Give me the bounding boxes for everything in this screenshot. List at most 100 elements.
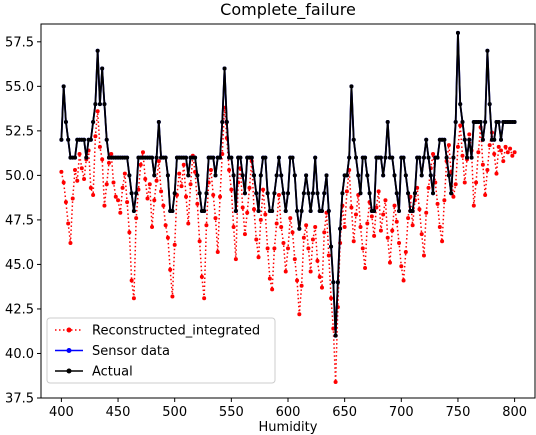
data-point-actual	[406, 191, 411, 196]
data-point-actual	[469, 155, 474, 160]
data-point-reconstructed-integrated	[349, 205, 354, 210]
data-point-actual	[442, 137, 447, 142]
data-point-reconstructed-integrated	[109, 152, 114, 157]
data-point-reconstructed-integrated	[496, 144, 501, 149]
data-point-reconstructed-integrated	[247, 185, 252, 190]
data-point-actual	[367, 191, 372, 196]
data-point-reconstructed-integrated	[331, 326, 336, 331]
data-point-actual	[95, 48, 100, 53]
data-point-reconstructed-integrated	[59, 169, 64, 174]
data-point-reconstructed-integrated	[317, 274, 322, 279]
data-point-reconstructed-integrated	[499, 148, 504, 153]
x-tick-label: 550	[219, 405, 244, 420]
chart-title: Complete_failure	[220, 0, 356, 20]
legend-marker-sensor-data	[66, 348, 72, 353]
data-point-actual	[410, 209, 415, 213]
data-point-actual	[165, 173, 170, 178]
data-point-reconstructed-integrated	[308, 269, 313, 274]
data-point-actual	[256, 209, 261, 213]
data-point-reconstructed-integrated	[116, 198, 121, 203]
data-point-actual	[378, 155, 383, 160]
data-point-reconstructed-integrated	[93, 134, 98, 139]
data-point-reconstructed-integrated	[292, 257, 297, 262]
data-point-actual	[462, 137, 467, 142]
data-point-actual	[363, 155, 368, 160]
data-point-reconstructed-integrated	[161, 203, 166, 208]
data-point-actual	[265, 191, 270, 196]
data-point-actual	[460, 119, 465, 124]
x-axis-label: Humidity	[259, 420, 318, 435]
data-point-actual	[127, 173, 132, 178]
data-point-reconstructed-integrated	[283, 269, 288, 274]
x-tick-label: 450	[106, 405, 131, 420]
data-point-actual	[299, 209, 304, 213]
data-point-actual	[431, 191, 436, 196]
data-point-actual	[220, 119, 225, 124]
data-point-actual	[446, 173, 451, 178]
data-point-reconstructed-integrated	[474, 180, 479, 185]
data-point-reconstructed-integrated	[88, 185, 93, 190]
data-point-reconstructed-integrated	[442, 198, 447, 203]
data-point-reconstructed-integrated	[202, 296, 207, 301]
data-point-reconstructed-integrated	[492, 152, 497, 157]
data-point-actual	[102, 102, 107, 107]
data-point-reconstructed-integrated	[211, 192, 216, 197]
data-point-actual	[349, 84, 354, 89]
data-point-reconstructed-integrated	[229, 187, 234, 192]
data-point-reconstructed-integrated	[501, 159, 506, 164]
data-point-actual	[249, 155, 254, 160]
data-point-reconstructed-integrated	[75, 178, 80, 183]
data-point-reconstructed-integrated	[72, 168, 77, 173]
data-point-reconstructed-integrated	[272, 246, 277, 251]
data-point-reconstructed-integrated	[451, 194, 456, 199]
data-point-reconstructed-integrated	[79, 166, 84, 171]
data-point-actual	[163, 155, 168, 160]
data-point-reconstructed-integrated	[263, 212, 268, 217]
data-point-reconstructed-integrated	[512, 150, 517, 155]
data-point-reconstructed-integrated	[301, 235, 306, 240]
data-point-reconstructed-integrated	[279, 225, 284, 230]
data-point-reconstructed-integrated	[383, 198, 388, 203]
legend-label-sensor-data: Sensor data	[92, 344, 170, 359]
data-point-reconstructed-integrated	[66, 221, 71, 226]
data-point-actual	[372, 209, 377, 213]
data-point-actual	[213, 173, 218, 178]
data-point-actual	[61, 84, 66, 89]
data-point-reconstructed-integrated	[233, 257, 238, 262]
data-point-reconstructed-integrated	[487, 143, 492, 148]
data-point-actual	[129, 191, 134, 196]
data-point-reconstructed-integrated	[261, 187, 266, 192]
data-point-actual	[487, 102, 492, 107]
data-point-actual	[172, 191, 177, 196]
data-point-reconstructed-integrated	[372, 233, 377, 238]
data-point-actual	[84, 155, 89, 160]
y-axis: 37.5 40.0 42.5 45.0 47.5 50.0 52.5 55.0 57.5	[5, 35, 41, 407]
data-point-reconstructed-integrated	[378, 228, 383, 233]
data-point-actual	[492, 137, 497, 142]
data-point-reconstructed-integrated	[218, 194, 223, 199]
data-point-actual	[295, 209, 300, 213]
data-point-reconstructed-integrated	[242, 232, 247, 237]
data-point-reconstructed-integrated	[113, 194, 118, 199]
data-point-reconstructed-integrated	[286, 246, 290, 251]
data-point-actual	[93, 102, 98, 107]
data-point-reconstructed-integrated	[227, 168, 232, 173]
data-point-reconstructed-integrated	[145, 196, 150, 201]
data-point-actual	[279, 173, 284, 178]
data-point-reconstructed-integrated	[131, 296, 136, 301]
data-point-reconstructed-integrated	[471, 203, 476, 208]
data-point-actual	[242, 191, 247, 196]
data-point-reconstructed-integrated	[353, 212, 358, 217]
y-tick-label: 52.5	[5, 124, 34, 139]
data-point-actual	[270, 209, 275, 213]
data-point-reconstructed-integrated	[197, 239, 202, 244]
data-point-reconstructed-integrated	[462, 180, 467, 185]
data-point-reconstructed-integrated	[125, 200, 130, 205]
data-point-reconstructed-integrated	[220, 152, 225, 157]
data-point-reconstructed-integrated	[485, 168, 490, 173]
data-point-reconstructed-integrated	[313, 225, 318, 230]
data-point-reconstructed-integrated	[170, 294, 175, 299]
data-point-actual	[276, 155, 281, 160]
data-point-reconstructed-integrated	[215, 249, 220, 254]
